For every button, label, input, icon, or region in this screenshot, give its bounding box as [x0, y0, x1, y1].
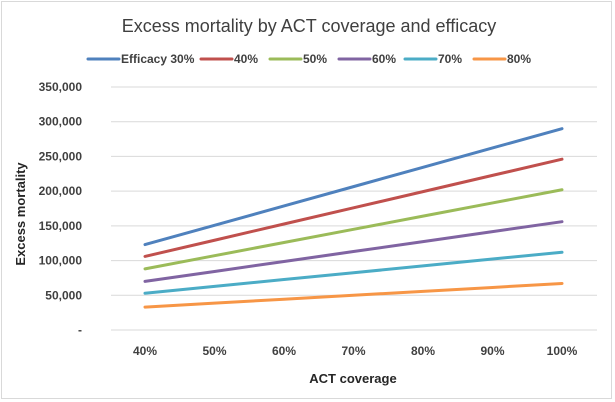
legend-label: 70% [438, 52, 462, 66]
x-tick-label: 60% [272, 344, 296, 358]
x-axis-ticks: 40% 50% 60% 70% 80% 90% 100% [133, 344, 578, 358]
y-tick-label: 100,000 [39, 254, 83, 268]
x-tick-label: 40% [133, 344, 157, 358]
y-tick-label: 300,000 [39, 115, 83, 129]
x-tick-label: 90% [480, 344, 504, 358]
y-tick-label: 150,000 [39, 219, 83, 233]
x-tick-label: 70% [341, 344, 365, 358]
series-lines [143, 127, 564, 309]
legend-label: 50% [303, 52, 327, 66]
series-line [143, 250, 564, 295]
legend-label: 60% [372, 52, 396, 66]
y-tick-label: 50,000 [45, 288, 82, 302]
y-tick-label: 200,000 [39, 184, 83, 198]
y-tick-label: - [78, 323, 82, 337]
legend-label: 40% [234, 52, 258, 66]
legend-label: 80% [507, 52, 531, 66]
legend: Efficacy 30% 40% 50% 60% 70% 80% [86, 52, 531, 66]
series-line [143, 281, 564, 309]
x-axis-title: ACT coverage [309, 371, 396, 386]
y-axis-title: Excess mortality [13, 162, 28, 266]
series-line [143, 220, 564, 283]
series-line [143, 157, 564, 258]
y-tick-label: 350,000 [39, 80, 83, 94]
y-tick-label: 250,000 [39, 149, 83, 163]
x-tick-label: 100% [547, 344, 578, 358]
y-axis-ticks: - 50,000 100,000 150,000 200,000 250,000 300,0… [39, 80, 83, 337]
series-line [143, 188, 564, 271]
x-tick-label: 80% [411, 344, 435, 358]
chart-title: Excess mortality by ACT coverage and eff… [122, 16, 497, 36]
x-tick-label: 50% [202, 344, 226, 358]
legend-label: Efficacy 30% [121, 52, 195, 66]
series-line [143, 127, 564, 247]
